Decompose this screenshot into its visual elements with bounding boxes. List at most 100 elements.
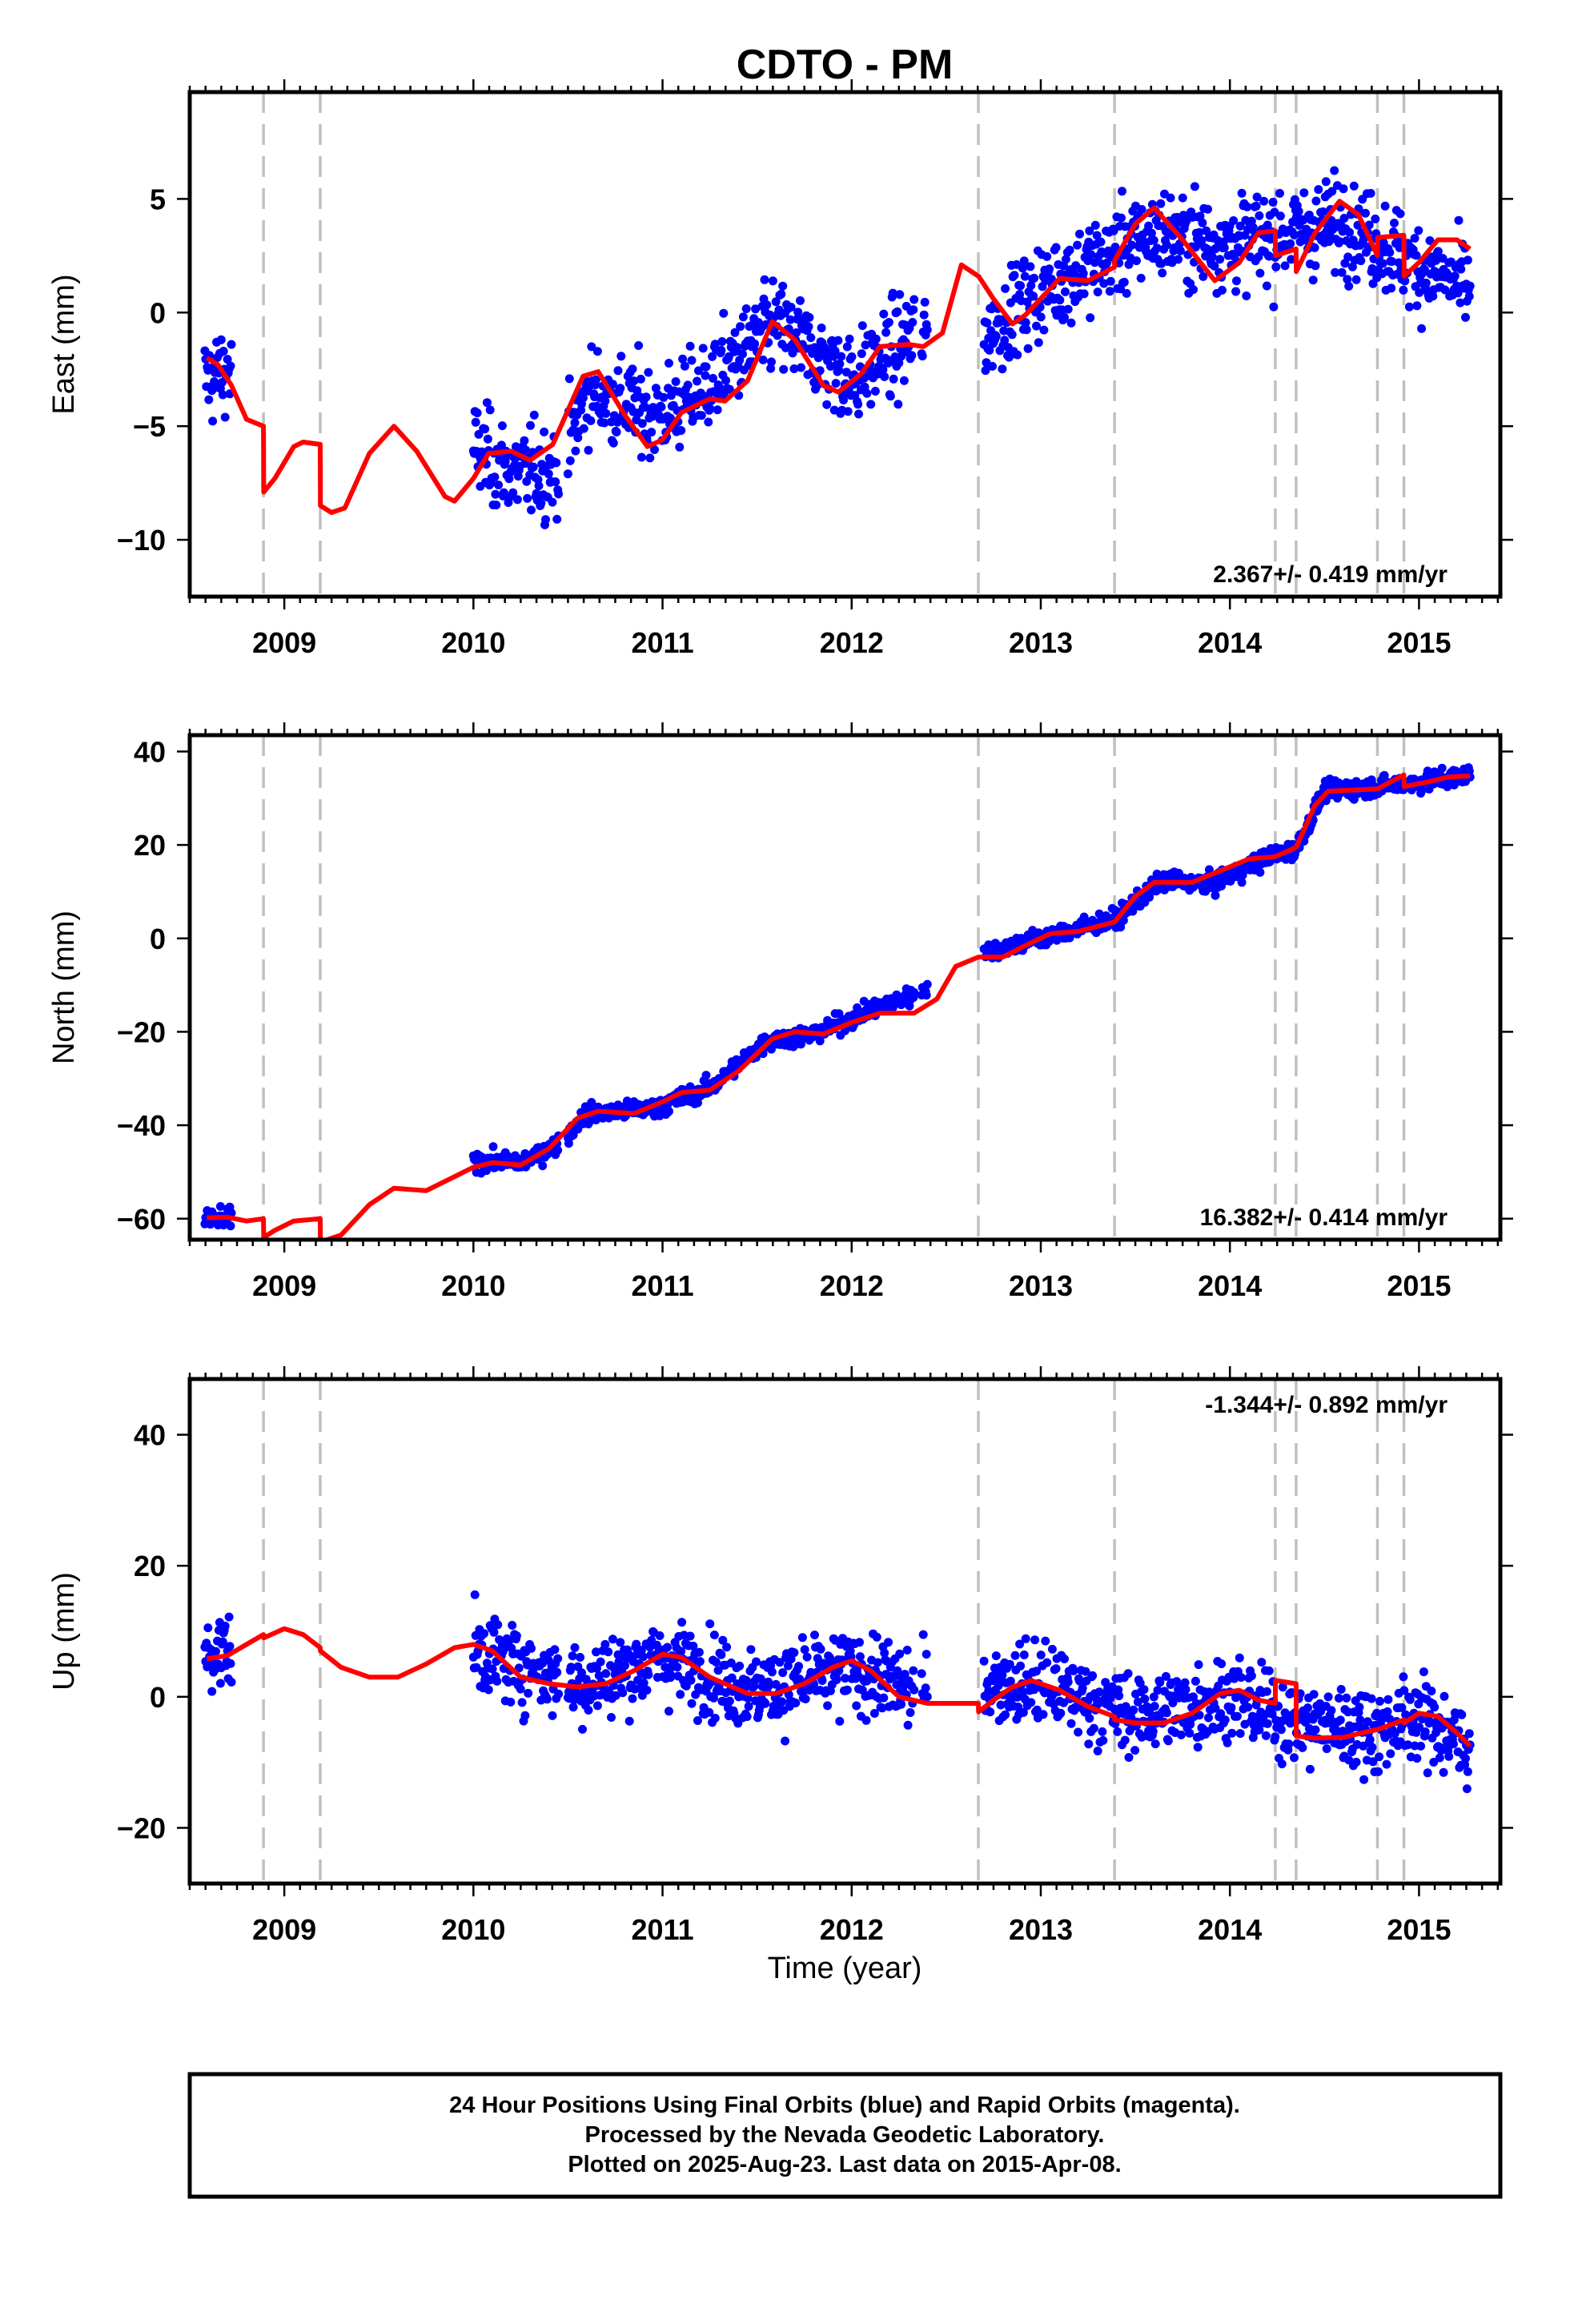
east-data-point-601	[907, 351, 917, 360]
east-y-tick-label-3: 5	[150, 183, 166, 215]
up-data-point-146	[553, 1654, 563, 1663]
up-data-point-166	[577, 1668, 586, 1678]
east-data-point-1076	[1331, 267, 1340, 277]
up-data-point-186	[592, 1663, 601, 1673]
north-data-point-20	[215, 1202, 225, 1211]
up-data-point-1189	[1416, 1741, 1426, 1751]
up-data-point-191	[596, 1657, 605, 1667]
up-data-point-873	[1176, 1730, 1186, 1739]
up-data-point-1248	[1461, 1754, 1470, 1763]
up-data-point-1081	[1334, 1694, 1343, 1703]
up-data-point-408	[761, 1699, 770, 1708]
east-data-point-143	[551, 477, 560, 487]
north-data-point-612	[922, 979, 932, 989]
up-data-point-33	[226, 1659, 235, 1668]
east-data-point-1022	[1290, 230, 1299, 239]
up-data-point-947	[1232, 1711, 1242, 1721]
east-data-point-536	[857, 321, 867, 331]
north-data-point-793	[1116, 923, 1126, 932]
east-data-point-418	[768, 276, 777, 286]
east-data-point-111	[527, 505, 536, 515]
up-data-point-816	[1133, 1697, 1142, 1707]
east-data-point-565	[880, 372, 889, 381]
east-data-point-530	[853, 400, 863, 409]
east-data-point-114	[528, 462, 538, 472]
east-data-point-508	[837, 352, 846, 361]
up-data-point-145	[552, 1667, 562, 1677]
east-data-point-854	[1162, 240, 1171, 250]
up-data-point-154	[568, 1651, 577, 1661]
east-data-point-1239	[1454, 215, 1464, 225]
east-data-point-841	[1152, 243, 1162, 253]
east-data-point-150	[564, 374, 574, 384]
east-data-point-311	[687, 356, 697, 365]
east-x-tick-label-5: 2014	[1198, 626, 1262, 659]
up-data-point-691	[1038, 1710, 1048, 1719]
east-data-point-118	[532, 489, 541, 498]
up-data-point-431	[778, 1668, 788, 1678]
up-data-point-724	[1063, 1677, 1073, 1687]
east-data-point-1116	[1361, 208, 1370, 218]
east-data-point-1254	[1465, 281, 1475, 291]
up-x-tick-label-2: 2011	[631, 1913, 693, 1946]
up-data-point-223	[620, 1661, 629, 1671]
up-data-point-986	[1262, 1687, 1271, 1696]
up-data-point-896	[1194, 1660, 1203, 1670]
up-data-point-185	[592, 1647, 600, 1657]
up-data-point-132	[542, 1695, 552, 1704]
up-x-tick-label-6: 2015	[1387, 1913, 1451, 1946]
east-data-point-1017	[1286, 239, 1295, 248]
east-data-point-65	[492, 501, 501, 510]
east-x-tick-label-2: 2011	[631, 626, 693, 659]
east-data-point-779	[1105, 287, 1114, 296]
chart-title: CDTO - PM	[737, 42, 954, 88]
east-data-point-724	[1063, 304, 1073, 314]
east-data-point-501	[831, 379, 841, 388]
east-data-point-1123	[1366, 188, 1375, 198]
up-data-point-292	[673, 1663, 682, 1672]
east-data-point-671	[1023, 344, 1033, 353]
east-data-point-465	[804, 322, 813, 332]
up-data-point-989	[1264, 1666, 1274, 1675]
east-data-point-244	[636, 374, 645, 384]
north-x-tick-label-3: 2012	[820, 1269, 884, 1302]
up-data-point-297	[677, 1647, 686, 1656]
up-data-point-769	[1098, 1727, 1107, 1736]
east-data-point-1095	[1345, 227, 1355, 237]
east-data-point-368	[730, 328, 740, 337]
up-data-point-694	[1041, 1636, 1050, 1646]
up-data-point-856	[1163, 1736, 1173, 1746]
east-data-point-564	[879, 309, 889, 319]
east-data-point-653	[1010, 271, 1019, 280]
east-data-point-794	[1117, 213, 1126, 223]
up-data-point-201	[604, 1647, 613, 1657]
east-data-point-57	[485, 405, 495, 415]
east-data-point-679	[1030, 273, 1039, 283]
up-data-point-665	[1018, 1707, 1028, 1717]
up-data-point-357	[722, 1642, 732, 1652]
north-plot-area	[200, 763, 1475, 1240]
east-data-point-987	[1263, 220, 1272, 230]
east-data-point-506	[835, 359, 845, 368]
up-data-point-1022	[1290, 1753, 1299, 1763]
up-data-point-26	[220, 1622, 230, 1630]
up-data-point-350	[717, 1650, 726, 1659]
up-data-point-95	[514, 1663, 524, 1673]
up-x-tick-label-4: 2013	[1009, 1913, 1073, 1946]
up-data-point-696	[1042, 1658, 1052, 1667]
east-data-point-919	[1211, 243, 1221, 253]
up-data-point-1144	[1382, 1759, 1391, 1769]
east-data-point-914	[1207, 252, 1217, 261]
east-data-point-535	[857, 349, 866, 359]
east-data-point-335	[705, 404, 715, 413]
east-data-point-1174	[1404, 302, 1414, 312]
east-data-point-29	[223, 355, 232, 364]
up-data-point-564	[879, 1693, 889, 1703]
north-y-tick-label-3: 0	[150, 923, 166, 955]
north-panel: 2009 2010 2011 2012 2013 2014 2015 −60 −40 −20 0 20…	[47, 722, 1513, 1302]
east-data-point-603	[909, 305, 918, 315]
east-data-point-82	[504, 474, 514, 484]
east-data-point-830	[1144, 221, 1154, 231]
east-data-point-302	[680, 361, 689, 371]
east-data-point-650	[1007, 330, 1017, 340]
